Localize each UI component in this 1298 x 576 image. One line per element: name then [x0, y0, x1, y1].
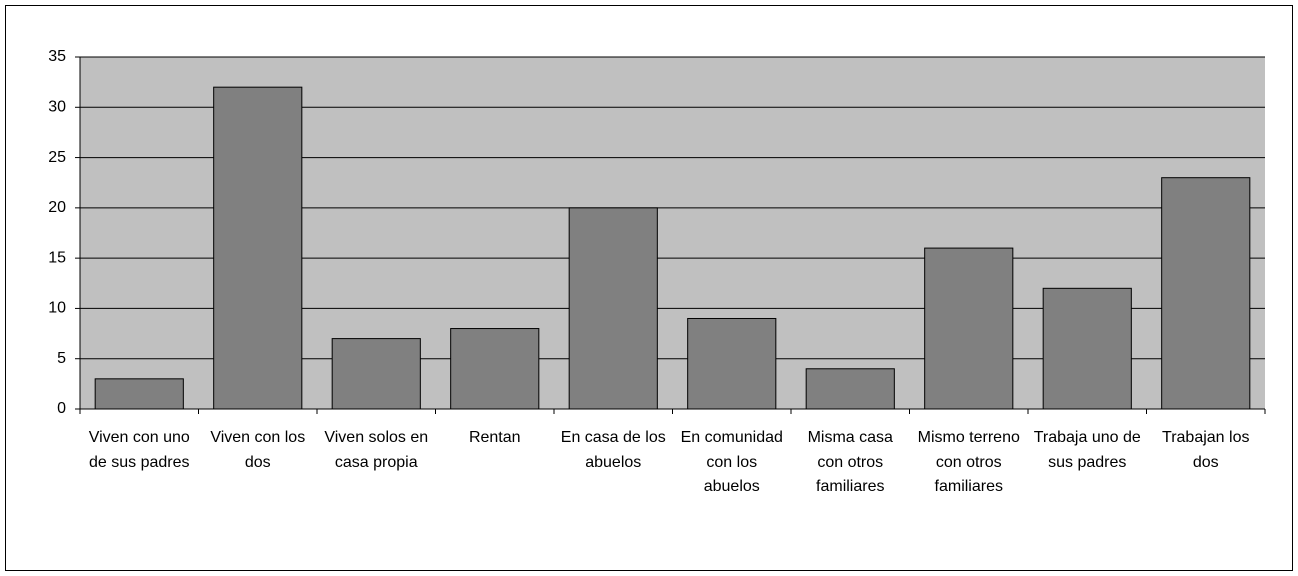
- y-tick-label: 5: [57, 350, 66, 367]
- bar: [213, 86, 303, 410]
- y-tick-label: 20: [48, 199, 66, 216]
- x-tick-label: Mismo terreno con otros familiares: [917, 429, 1020, 495]
- bar: [1161, 177, 1251, 410]
- x-tick-label: En comunidad con los abuelos: [680, 429, 783, 495]
- x-tick-label: En casa de los abuelos: [560, 429, 666, 471]
- y-tick-label: 25: [48, 149, 66, 166]
- y-tick-label: 10: [48, 300, 66, 317]
- x-tick-label: Viven con uno de sus padres: [88, 429, 190, 471]
- x-tick-label: Trabaja uno de sus padres: [1033, 429, 1141, 471]
- x-tick-label: Misma casa con otros familiares: [807, 429, 893, 495]
- bar: [805, 368, 895, 410]
- x-tick-label: Viven con los dos: [210, 429, 306, 471]
- bar: [568, 207, 658, 410]
- bar: [1042, 287, 1132, 410]
- y-tick-label: 0: [57, 400, 66, 417]
- x-tick-label: Trabajan los dos: [1162, 429, 1250, 471]
- bar: [450, 328, 540, 410]
- y-tick-label: 15: [48, 249, 66, 266]
- x-tick-label: Viven solos en casa propia: [324, 429, 429, 471]
- y-tick-label: 35: [48, 48, 66, 65]
- bar: [94, 378, 184, 410]
- bar: [331, 338, 421, 410]
- y-tick-label: 30: [48, 99, 66, 116]
- x-tick-label: Rentan: [468, 429, 521, 446]
- bar: [687, 317, 777, 410]
- bar: [924, 247, 1014, 410]
